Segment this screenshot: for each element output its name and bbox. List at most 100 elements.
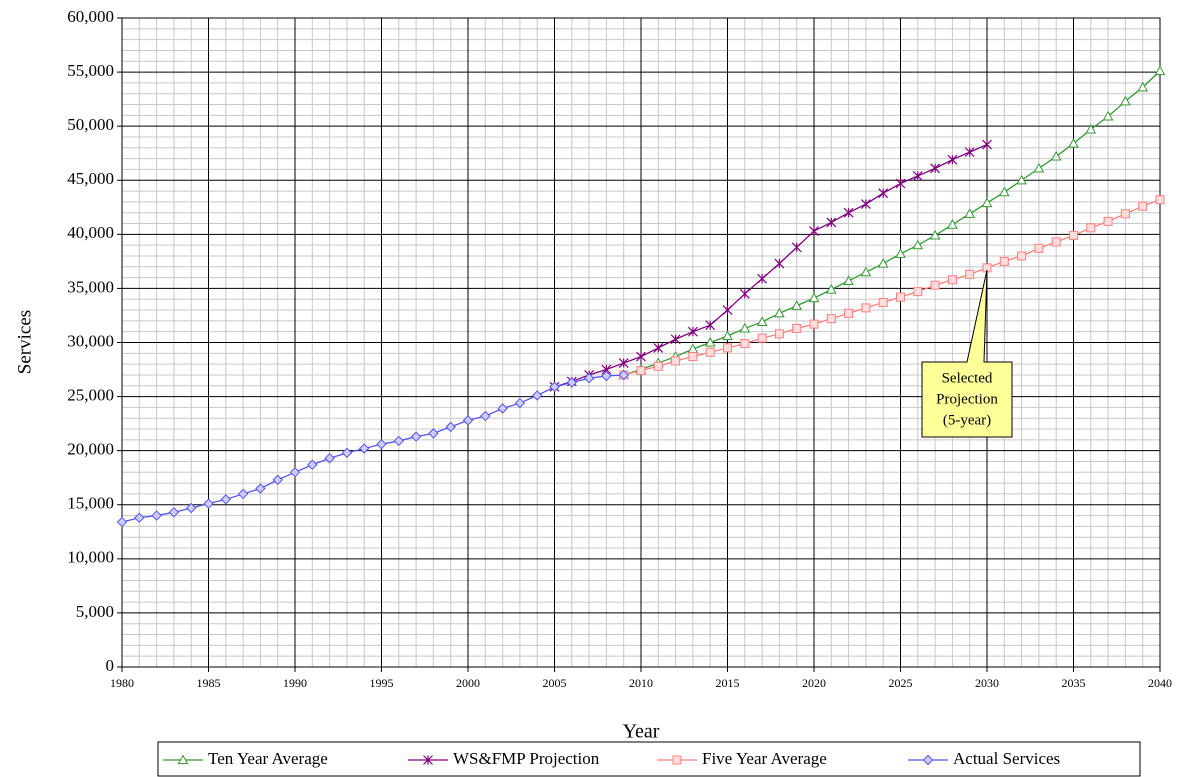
marker	[177, 754, 189, 765]
marker	[1068, 137, 1079, 148]
marker	[289, 467, 301, 478]
marker	[636, 351, 646, 362]
marker	[1120, 209, 1130, 219]
x-tick-label: 2020	[802, 676, 826, 690]
marker	[687, 343, 699, 354]
marker	[981, 197, 993, 208]
marker	[1051, 237, 1061, 247]
marker	[808, 292, 820, 303]
marker	[757, 333, 767, 343]
y-tick-label: 25,000	[67, 385, 114, 404]
annotation-text: (5-year)	[943, 412, 991, 428]
marker	[480, 410, 491, 422]
x-tick-label: 1980	[110, 676, 134, 690]
y-tick-label: 5,000	[76, 602, 114, 621]
y-tick-label: 45,000	[67, 169, 114, 188]
marker	[739, 288, 750, 299]
marker	[860, 266, 872, 277]
marker	[358, 443, 370, 454]
marker	[601, 370, 612, 382]
marker	[1085, 123, 1097, 134]
marker	[982, 139, 992, 150]
marker	[687, 326, 698, 337]
marker	[896, 292, 905, 302]
marker	[203, 498, 214, 509]
marker	[843, 207, 854, 218]
marker	[462, 415, 474, 426]
y-axis-label: Services	[14, 310, 35, 374]
marker	[497, 403, 508, 414]
marker	[877, 258, 889, 268]
annotation-text: Projection	[936, 391, 998, 407]
marker	[705, 347, 715, 357]
marker	[1050, 150, 1062, 161]
marker	[636, 366, 646, 376]
marker	[774, 329, 784, 339]
marker	[671, 356, 681, 366]
marker	[168, 507, 180, 518]
x-tick-label: 2010	[629, 676, 653, 690]
marker	[826, 314, 836, 324]
marker	[618, 358, 629, 368]
marker	[774, 307, 785, 318]
marker	[878, 297, 888, 307]
legend-label: Ten Year Average	[208, 749, 328, 768]
marker	[410, 431, 422, 442]
x-tick-label: 1985	[197, 676, 221, 690]
series-line	[623, 199, 1161, 376]
x-axis-label: Year	[623, 721, 660, 743]
marker	[998, 186, 1010, 197]
marker	[722, 330, 733, 341]
marker	[705, 320, 716, 331]
marker	[947, 275, 957, 285]
marker	[1120, 95, 1131, 106]
plot-border	[121, 17, 1161, 668]
y-tick-label: 50,000	[67, 115, 114, 134]
marker	[1034, 243, 1044, 253]
y-tick-label: 35,000	[67, 277, 114, 296]
legend-box	[157, 741, 1141, 777]
marker	[324, 453, 335, 464]
marker	[653, 361, 663, 371]
y-tick-label: 40,000	[67, 223, 114, 242]
marker	[878, 188, 889, 199]
marker	[895, 248, 906, 258]
marker	[1033, 162, 1045, 173]
marker	[566, 377, 578, 388]
marker	[792, 323, 802, 333]
series-line	[623, 70, 1161, 376]
marker	[341, 447, 353, 459]
marker	[947, 154, 958, 165]
y-tick-label: 60,000	[67, 7, 114, 26]
marker	[825, 283, 837, 294]
marker	[722, 305, 733, 315]
y-tick-label: 0	[106, 656, 115, 675]
marker	[860, 199, 871, 209]
marker	[756, 316, 768, 327]
marker	[809, 226, 819, 237]
marker	[922, 754, 934, 766]
marker	[947, 219, 958, 229]
marker	[134, 512, 145, 523]
marker	[116, 516, 128, 528]
marker	[999, 256, 1009, 266]
marker	[930, 163, 941, 174]
marker	[913, 287, 923, 297]
marker	[826, 217, 837, 228]
marker	[307, 459, 318, 470]
marker	[670, 334, 681, 345]
x-tick-label: 2005	[543, 676, 567, 690]
marker	[964, 147, 975, 158]
marker	[843, 275, 854, 285]
marker	[272, 474, 283, 486]
x-tick-label: 2040	[1148, 676, 1172, 690]
y-tick-label: 55,000	[67, 61, 114, 80]
x-tick-label: 2025	[889, 676, 913, 690]
marker	[688, 352, 698, 362]
y-tick-label: 30,000	[67, 331, 114, 350]
marker	[757, 273, 768, 284]
marker	[618, 369, 629, 381]
series-line	[554, 143, 988, 388]
marker	[423, 755, 433, 765]
marker	[964, 208, 976, 218]
